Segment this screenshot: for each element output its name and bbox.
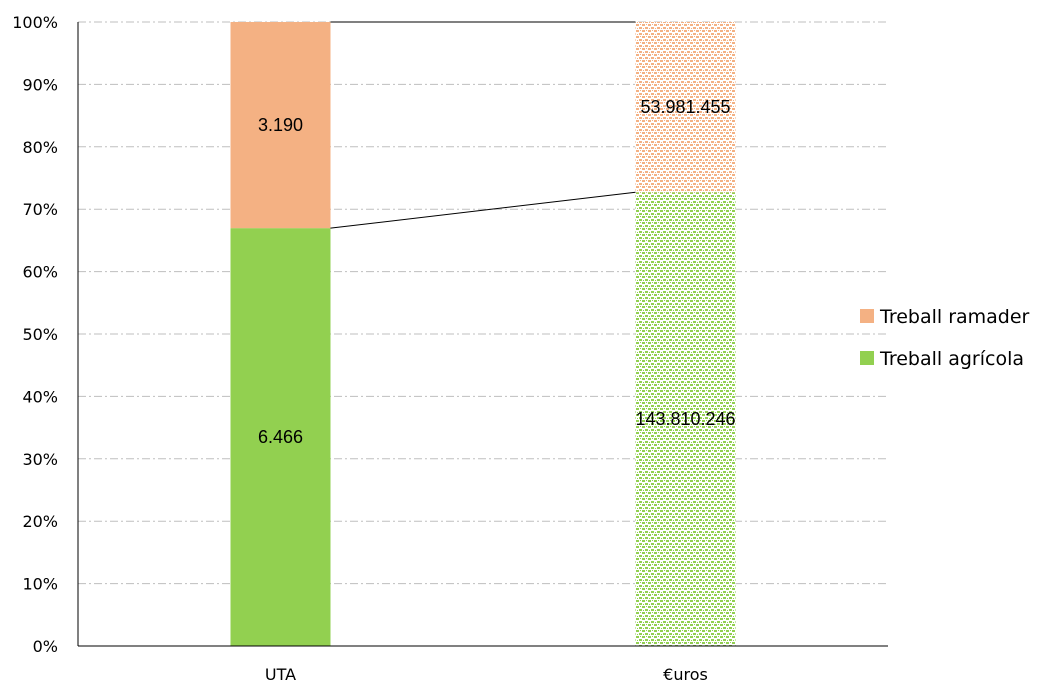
y-tick-label: 90% bbox=[22, 75, 58, 94]
data-label: 6.466 bbox=[258, 427, 303, 447]
y-tick-label: 30% bbox=[22, 450, 58, 469]
y-tick-label: 60% bbox=[22, 263, 58, 282]
bar-segment bbox=[635, 22, 736, 193]
y-tick-label: 20% bbox=[22, 512, 58, 531]
y-tick-label: 100% bbox=[12, 13, 58, 32]
legend-label: Treball ramader bbox=[879, 306, 1030, 328]
bar-segment bbox=[635, 192, 736, 646]
y-tick-label: 10% bbox=[22, 575, 58, 594]
bar-segment bbox=[230, 228, 331, 647]
y-tick-label: 50% bbox=[22, 325, 58, 344]
y-tick-label: 0% bbox=[33, 637, 58, 656]
legend-swatch bbox=[860, 309, 874, 323]
x-category-label: €uros bbox=[663, 665, 708, 684]
bar-segment bbox=[230, 22, 331, 229]
legend-label: Treball agrícola bbox=[879, 348, 1024, 370]
legend-swatch bbox=[860, 351, 874, 365]
y-tick-label: 80% bbox=[22, 138, 58, 157]
y-tick-label: 40% bbox=[22, 387, 58, 406]
data-label: 53.981.455 bbox=[640, 97, 730, 117]
data-label: 3.190 bbox=[258, 115, 303, 135]
y-tick-label: 70% bbox=[22, 200, 58, 219]
series-line bbox=[330, 191, 636, 229]
x-category-label: UTA bbox=[265, 665, 296, 684]
data-label: 143.810.246 bbox=[635, 409, 735, 429]
